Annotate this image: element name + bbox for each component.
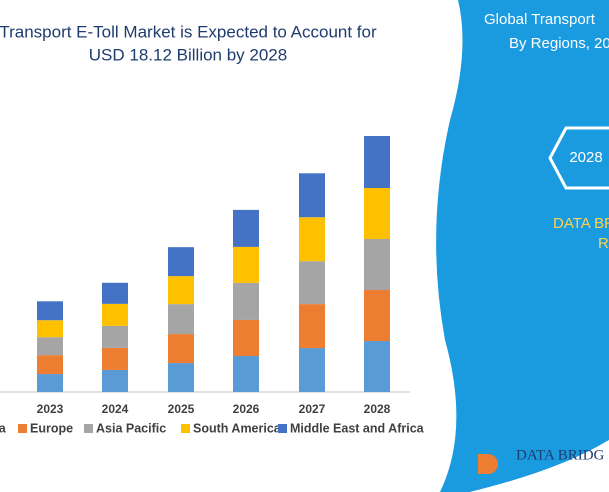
x-tick-label: 2027: [299, 402, 326, 416]
bar-segment: [233, 246, 259, 283]
bar-segment: [168, 304, 194, 335]
bar-segment: [102, 347, 128, 370]
x-tick-label: 2024: [102, 402, 129, 416]
bar-segment: [37, 301, 63, 321]
legend-label: Asia Pacific: [96, 421, 166, 435]
bar-segment: [299, 348, 325, 392]
bars: 2023 2024 2025 2026 2027 2028: [37, 136, 391, 416]
legend-label: North America: [0, 421, 7, 435]
panel-label: R: [598, 235, 609, 252]
badge: 2028: [569, 149, 602, 166]
bar-segment: [364, 340, 390, 392]
bar-segment: [299, 217, 325, 262]
chart-title: USD 18.12 Billion by 2028: [89, 45, 287, 64]
bar-segment: [233, 355, 259, 392]
legend-swatch: [84, 424, 93, 433]
panel-title: By Regions, 20: [509, 35, 609, 52]
legend-swatch: [278, 424, 287, 433]
bar-segment: [299, 173, 325, 218]
bar-segment: [37, 337, 63, 356]
logo-area: [470, 440, 609, 492]
legend-label: South America: [193, 421, 282, 435]
legend-swatch: [18, 424, 27, 433]
chart-title: Transport E-Toll Market is Expected to A…: [0, 22, 377, 41]
bar-segment: [233, 282, 259, 320]
bar-segment: [102, 303, 128, 326]
legend-label: Europe: [30, 421, 73, 435]
legend-label: Middle East and Africa: [290, 421, 425, 435]
bar-segment: [299, 261, 325, 305]
x-tick-label: 2026: [233, 402, 260, 416]
bar-segment: [233, 209, 259, 247]
bar-segment: [364, 289, 390, 341]
bar-segment: [37, 320, 63, 338]
bar-segment: [233, 319, 259, 356]
side-panel: [436, 0, 609, 492]
x-tick-label: 2023: [37, 402, 64, 416]
bar-segment: [102, 369, 128, 392]
x-tick-label: 2028: [364, 402, 391, 416]
bar-segment: [102, 282, 128, 304]
panel-label: DATA BR: [553, 215, 609, 232]
bar-segment: [102, 325, 128, 348]
logo-text: DATA BRIDG: [516, 447, 605, 463]
legend-swatch: [181, 424, 190, 433]
bar-segment: [364, 238, 390, 290]
bar-segment: [168, 247, 194, 277]
logo-icon: [478, 454, 498, 474]
panel-title: Global Transport: [484, 11, 596, 28]
bar-segment: [168, 363, 194, 392]
bar-segment: [168, 276, 194, 305]
bar-segment: [168, 334, 194, 364]
hexagon: [548, 126, 609, 190]
bar-segment: [364, 187, 390, 239]
bar-segment: [37, 374, 63, 392]
legend: North America Europe Asia Pacific South Ame…: [0, 421, 425, 435]
bar-segment: [37, 355, 63, 375]
bar-segment: [299, 304, 325, 349]
x-tick-label: 2025: [168, 402, 195, 416]
bar-segment: [364, 136, 390, 188]
